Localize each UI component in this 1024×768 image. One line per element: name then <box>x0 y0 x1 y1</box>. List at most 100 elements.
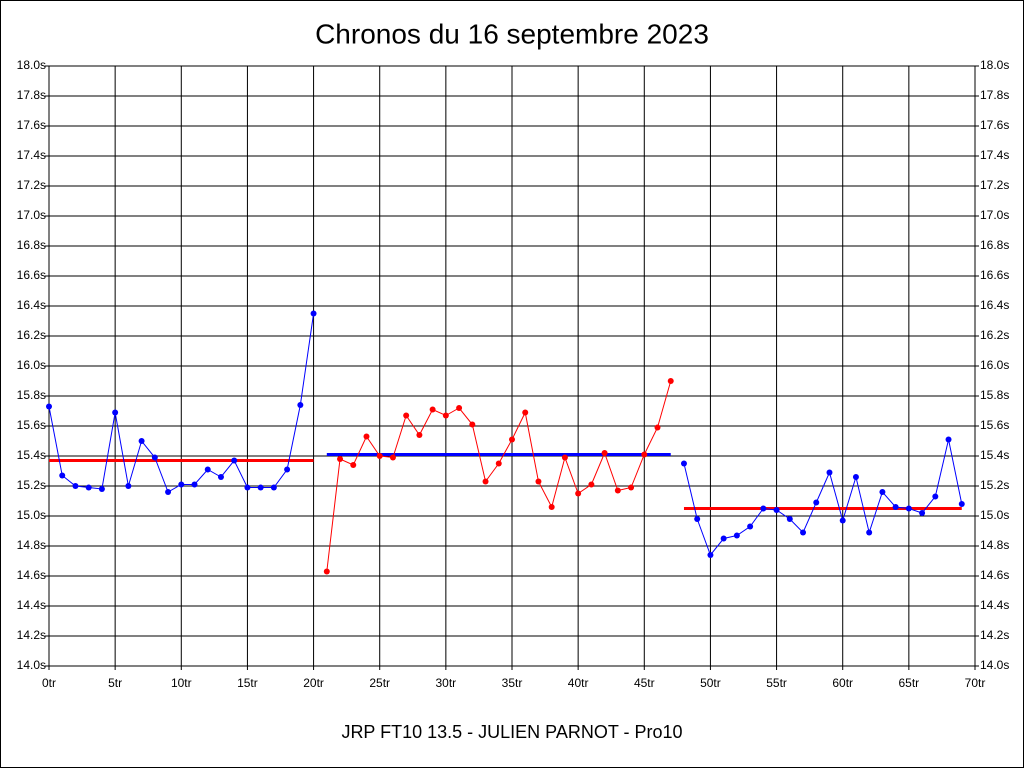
data-point <box>561 454 568 461</box>
y-tick-label: 15.0s <box>17 508 46 522</box>
data-point <box>46 403 52 410</box>
data-point <box>932 493 939 500</box>
data-point <box>85 484 92 491</box>
data-point <box>601 450 608 456</box>
data-point <box>191 481 198 488</box>
data-point <box>773 507 780 513</box>
y2-tick-label: 17.0s <box>980 208 1009 222</box>
data-point <box>760 505 767 512</box>
y2-tick-label: 17.8s <box>980 88 1009 102</box>
y-tick-label: 17.2s <box>17 178 46 192</box>
data-point <box>98 486 105 492</box>
x-tick-label: 65tr <box>899 676 920 690</box>
y2-tick-label: 16.2s <box>980 328 1009 342</box>
data-point <box>945 436 952 443</box>
data-point <box>839 517 846 524</box>
y-tick-label: 16.8s <box>17 238 46 252</box>
x-tick-label: 15tr <box>237 676 258 690</box>
y-tick-label: 15.8s <box>17 388 46 402</box>
data-point <box>707 552 714 558</box>
data-point <box>469 421 476 428</box>
data-point <box>575 490 582 497</box>
series-line <box>683 439 963 557</box>
y2-tick-label: 17.2s <box>980 178 1009 192</box>
y-tick-label: 15.6s <box>17 418 46 432</box>
y-tick-label: 14.6s <box>17 568 46 582</box>
y2-tick-label: 15.0s <box>980 508 1009 522</box>
y-tick-label: 16.4s <box>17 298 46 312</box>
data-point <box>217 474 224 480</box>
data-point <box>363 433 370 440</box>
y2-tick-label: 14.8s <box>980 538 1009 552</box>
y2-tick-label: 16.0s <box>980 358 1009 372</box>
data-point <box>614 487 621 494</box>
x-axis-label: JRP FT10 13.5 - JULIEN PARNOT - Pro10 <box>341 722 682 742</box>
data-point <box>72 483 79 489</box>
data-point <box>667 378 674 384</box>
y-tick-label: 15.4s <box>17 448 46 462</box>
y-tick-label: 18.0s <box>17 58 46 72</box>
x-tick-label: 45tr <box>634 676 655 690</box>
x-tick-label: 70tr <box>965 676 986 690</box>
data-point <box>733 532 740 539</box>
data-point <box>813 499 820 506</box>
data-point <box>522 409 529 416</box>
data-point <box>588 481 595 488</box>
data-point <box>628 484 635 491</box>
data-point <box>826 469 833 476</box>
data-point <box>323 568 330 575</box>
data-point <box>456 405 463 411</box>
x-tick-label: 35tr <box>502 676 523 690</box>
data-point <box>694 516 701 522</box>
data-point <box>257 484 264 491</box>
data-point <box>680 460 687 467</box>
data-point <box>654 424 661 431</box>
x-tick-label: 50tr <box>700 676 721 690</box>
y-tick-label: 16.2s <box>17 328 46 342</box>
y2-tick-label: 18.0s <box>980 58 1009 72</box>
data-point <box>59 472 66 479</box>
data-point <box>165 489 172 495</box>
y-tick-label: 14.0s <box>17 658 46 672</box>
data-point <box>958 501 965 507</box>
y-tick-label: 14.4s <box>17 598 46 612</box>
y2-tick-label: 16.8s <box>980 238 1009 252</box>
data-point <box>535 478 542 485</box>
data-point <box>786 516 793 522</box>
data-point <box>389 454 396 461</box>
data-point <box>892 504 899 510</box>
y2-tick-label: 15.8s <box>980 388 1009 402</box>
data-point <box>852 474 859 480</box>
data-point <box>482 478 489 485</box>
y2-tick-label: 16.6s <box>980 268 1009 282</box>
y-tick-label: 17.0s <box>17 208 46 222</box>
data-point <box>337 456 344 462</box>
data-point <box>416 432 423 438</box>
y2-tick-label: 15.2s <box>980 478 1009 492</box>
data-point <box>284 466 291 473</box>
data-point <box>112 409 119 416</box>
y-tick-label: 17.4s <box>17 148 46 162</box>
data-point <box>376 453 383 459</box>
y2-tick-label: 17.4s <box>980 148 1009 162</box>
y-tick-label: 17.8s <box>17 88 46 102</box>
y2-tick-label: 14.4s <box>980 598 1009 612</box>
x-tick-label: 60tr <box>832 676 853 690</box>
data-point <box>125 483 132 489</box>
data-point <box>866 529 873 536</box>
y-tick-label: 14.2s <box>17 628 46 642</box>
chart-title: Chronos du 16 septembre 2023 <box>315 18 709 49</box>
plot-frame <box>48 65 976 667</box>
x-tick-label: 10tr <box>171 676 192 690</box>
y2-tick-label: 15.6s <box>980 418 1009 432</box>
y-tick-label: 16.6s <box>17 268 46 282</box>
x-tick-label: 40tr <box>568 676 589 690</box>
data-point <box>231 457 238 464</box>
y2-tick-label: 14.0s <box>980 658 1009 672</box>
data-point <box>800 529 807 536</box>
y2-tick-label: 16.4s <box>980 298 1009 312</box>
y-tick-label: 14.8s <box>17 538 46 552</box>
y2-tick-label: 15.4s <box>980 448 1009 462</box>
data-point <box>270 484 277 491</box>
